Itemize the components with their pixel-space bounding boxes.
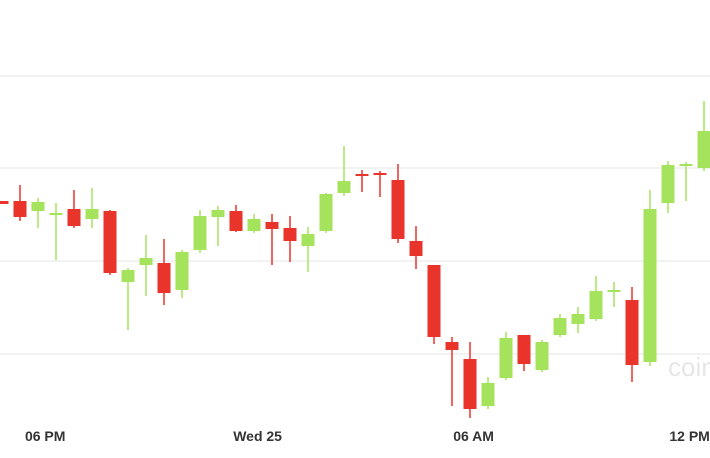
candle-body <box>553 318 567 335</box>
candle-body <box>49 213 63 215</box>
candle-body <box>571 314 585 324</box>
candle-body <box>211 210 225 217</box>
x-tick-label: 06 AM <box>453 428 494 444</box>
watermark: coin <box>668 352 710 382</box>
candle-body <box>409 241 423 256</box>
candle-body <box>517 335 531 364</box>
candle-body <box>661 165 675 203</box>
candle-body <box>121 270 135 282</box>
candle-body <box>337 181 351 193</box>
candle-body <box>175 252 189 290</box>
candle-body <box>481 383 495 406</box>
candle-body <box>31 202 45 211</box>
candle-body <box>103 211 117 273</box>
candle-body <box>0 201 9 204</box>
x-tick-label: Wed 25 <box>233 428 282 444</box>
candle-body <box>445 342 459 350</box>
candle-body <box>67 209 81 226</box>
candle-body <box>625 300 639 365</box>
candle-body <box>589 291 603 319</box>
candle-body <box>157 263 171 293</box>
candle-body <box>319 194 333 231</box>
candle-body <box>463 359 477 409</box>
candle-body <box>283 228 297 241</box>
candle-body <box>427 265 441 337</box>
x-tick-label: 12 PM <box>669 428 709 444</box>
candle-body <box>301 234 315 246</box>
candle-body <box>679 164 693 166</box>
candle-body <box>265 222 279 229</box>
candle-body <box>391 180 405 239</box>
candle-body <box>247 219 261 231</box>
x-tick-label: 06 PM <box>25 428 65 444</box>
candle-body <box>607 290 621 292</box>
candle-body <box>697 131 710 168</box>
candle-body <box>355 174 369 176</box>
candle-body <box>499 338 513 378</box>
candle-body <box>139 258 153 265</box>
candle-body <box>85 209 99 219</box>
candle-body <box>373 173 387 175</box>
candle-body <box>229 211 243 231</box>
candle-body <box>13 201 27 217</box>
candle-body <box>643 209 657 362</box>
candle-body <box>193 216 207 250</box>
candle-body <box>535 342 549 370</box>
